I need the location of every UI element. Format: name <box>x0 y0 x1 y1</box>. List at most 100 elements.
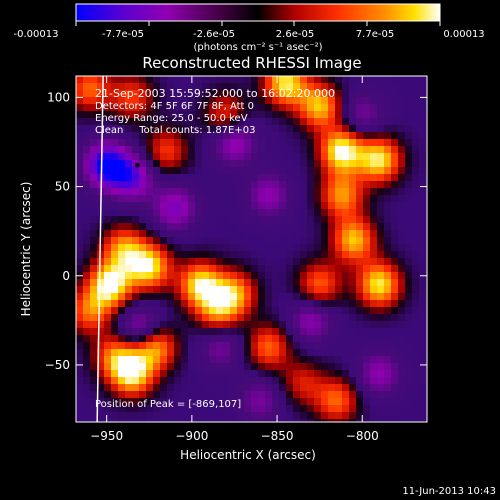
heatmap-cell <box>356 97 364 105</box>
heatmap-cell <box>118 111 126 119</box>
heatmap-cell <box>237 405 245 413</box>
heatmap-cell <box>363 384 371 392</box>
heatmap-cell <box>167 76 175 84</box>
heatmap-cell <box>272 419 280 422</box>
heatmap-cell <box>216 342 224 350</box>
heatmap-cell <box>174 125 182 133</box>
heatmap-cell <box>265 258 273 266</box>
heatmap-cell <box>265 398 273 406</box>
heatmap-cell <box>90 97 98 105</box>
heatmap-cell <box>300 321 308 329</box>
heatmap-cell <box>132 377 140 385</box>
heatmap-cell <box>419 104 427 112</box>
heatmap-cell <box>419 300 427 308</box>
heatmap-cell <box>181 209 189 217</box>
heatmap-cell <box>181 293 189 301</box>
heatmap-cell <box>216 223 224 231</box>
heatmap-cell <box>167 125 175 133</box>
heatmap-cell <box>167 209 175 217</box>
heatmap-cell <box>202 146 210 154</box>
heatmap-cell <box>258 139 266 147</box>
heatmap-cell <box>398 146 406 154</box>
heatmap-cell <box>118 174 126 182</box>
heatmap-cell <box>419 349 427 357</box>
heatmap-cell <box>258 405 266 413</box>
heatmap-cell <box>76 307 84 315</box>
heatmap-cell <box>384 412 392 420</box>
heatmap-cell <box>188 90 196 98</box>
heatmap-cell <box>132 202 140 210</box>
heatmap-cell <box>251 209 259 217</box>
heatmap-cell <box>146 321 154 329</box>
heatmap-cell <box>237 377 245 385</box>
heatmap-cell <box>195 321 203 329</box>
heatmap-cell <box>384 139 392 147</box>
heatmap-cell <box>83 237 91 245</box>
heatmap-cell <box>328 132 336 140</box>
heatmap-cell <box>237 419 245 422</box>
heatmap-cell <box>125 230 133 238</box>
heatmap-cell <box>167 412 175 420</box>
heatmap-cell <box>286 251 294 259</box>
colorbar-tick-label: 0.00013 <box>443 29 484 40</box>
heatmap-cell <box>377 300 385 308</box>
heatmap-cell <box>279 188 287 196</box>
heatmap-cell <box>174 377 182 385</box>
heatmap-cell <box>202 237 210 245</box>
heatmap-cell <box>125 139 133 147</box>
y-tick-label: −50 <box>45 358 70 372</box>
heatmap-cell <box>216 398 224 406</box>
heatmap-cell <box>293 265 301 273</box>
heatmap-cell <box>90 356 98 364</box>
heatmap-cell <box>328 342 336 350</box>
heatmap-cell <box>251 153 259 161</box>
heatmap-cell <box>244 370 252 378</box>
heatmap-cell <box>384 167 392 175</box>
heatmap-cell <box>293 83 301 91</box>
heatmap-cell <box>300 195 308 203</box>
heatmap-cell <box>118 125 126 133</box>
heatmap-cell <box>83 265 91 273</box>
heatmap-cell <box>251 419 259 422</box>
colorbar-unit-label: (photons cm⁻² s⁻¹ asec⁻²) <box>193 42 322 53</box>
heatmap-cell <box>167 265 175 273</box>
heatmap-cell <box>342 188 350 196</box>
heatmap-cell <box>307 286 315 294</box>
colorbar-ticks <box>75 21 441 26</box>
heatmap-cell <box>391 181 399 189</box>
heatmap-cell <box>139 405 147 413</box>
heatmap-cell <box>174 111 182 119</box>
heatmap-cell <box>335 188 343 196</box>
heatmap-cell <box>209 328 217 336</box>
heatmap-cell <box>412 244 420 252</box>
heatmap-cell <box>300 300 308 308</box>
heatmap-cell <box>209 202 217 210</box>
heatmap-cell <box>398 139 406 147</box>
heatmap-cell <box>195 111 203 119</box>
heatmap-cell <box>174 76 182 84</box>
heatmap-cell <box>258 230 266 238</box>
heatmap-cell <box>286 230 294 238</box>
heatmap-cell <box>377 384 385 392</box>
heatmap-cell <box>223 104 231 112</box>
heatmap-cell <box>307 293 315 301</box>
heatmap-cell <box>419 202 427 210</box>
heatmap-cell <box>412 300 420 308</box>
heatmap-cell <box>188 342 196 350</box>
heatmap-cell <box>181 279 189 287</box>
heatmap-cell <box>265 307 273 315</box>
heatmap-cell <box>265 412 273 420</box>
heatmap-cell <box>258 188 266 196</box>
heatmap-cell <box>251 286 259 294</box>
heatmap-cell <box>104 83 112 91</box>
heatmap-cell <box>167 195 175 203</box>
heatmap-cell <box>384 202 392 210</box>
heatmap-cell <box>132 125 140 133</box>
heatmap-cell <box>188 237 196 245</box>
heatmap-cell <box>349 258 357 266</box>
heatmap-cell <box>195 195 203 203</box>
heatmap-cell <box>111 188 119 196</box>
heatmap-cell <box>181 181 189 189</box>
heatmap-cell <box>153 300 161 308</box>
heatmap-cell <box>398 223 406 231</box>
